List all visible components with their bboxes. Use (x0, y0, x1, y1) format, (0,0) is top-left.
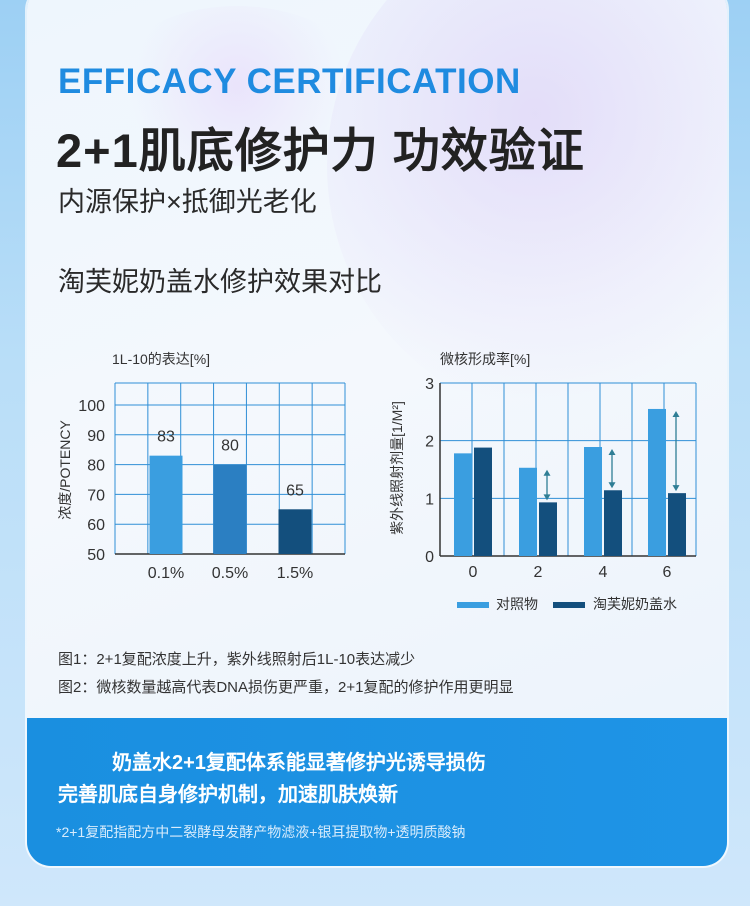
chart-2-bar-product-0 (474, 447, 492, 556)
chart-2-arrowhead-up (672, 410, 680, 417)
subtitle: 内源保护×抵御光老化 (58, 187, 317, 217)
chart-2-legend-label-control: 对照物 (496, 596, 538, 612)
chart-2-legend-swatch-product (553, 602, 585, 608)
chart-1-bar-1.5% (278, 509, 312, 554)
chart-1-x-tick-label: 1.5% (277, 565, 313, 582)
background-glow (107, 6, 367, 166)
chart-2-x-tick-label: 0 (469, 564, 478, 581)
chart-1-data-label: 83 (157, 429, 175, 446)
chart-2-bar-product-2 (539, 502, 557, 556)
chart-2-y-tick-label: 0 (425, 549, 434, 566)
chart-2-legend-swatch-control (457, 602, 489, 608)
chart-2-title: 微核形成率[%] (440, 351, 530, 367)
banner-line-1: 奶盖水2+1复配体系能显著修护光诱导损伤 (112, 752, 486, 774)
chart-2-bar-control-2 (519, 467, 537, 556)
headline-english: EFFICACY CERTIFICATION (58, 62, 521, 101)
chart-2-bar-product-6 (668, 493, 686, 556)
chart-2-arrowhead-down (672, 485, 680, 492)
chart-2-arrowhead-up (608, 449, 616, 456)
chart-2-bar-control-4 (584, 447, 602, 556)
chart-1-y-axis-label: 浓度/POTENCY (57, 420, 73, 520)
chart-1-y-tick-label: 90 (87, 428, 105, 445)
banner-line-2: 完善肌底自身修护机制，加速肌肤焕新 (58, 784, 398, 806)
chart-2-bar-control-6 (648, 408, 666, 556)
chart-2-legend-label-product: 淘芙妮奶盖水 (593, 596, 677, 612)
chart-1-y-tick-label: 70 (87, 487, 105, 504)
chart-1-data-label: 80 (221, 438, 239, 455)
comparison-title: 淘芙妮奶盖水修护效果对比 (58, 267, 382, 297)
chart-1-title: 1L-10的表达[%] (112, 351, 210, 367)
chart-2-y-tick-label: 3 (425, 376, 434, 393)
chart-1-y-tick-label: 50 (87, 547, 105, 564)
chart-2-y-tick-label: 1 (425, 491, 434, 508)
chart-2-y-axis-label: 紫外线照射剂量[1/M²] (389, 401, 405, 535)
chart-1-bar-0.5% (213, 464, 247, 554)
chart-1-y-tick-label: 60 (87, 517, 105, 534)
caption-figure-2: 图2：微核数量越高代表DNA损伤更严重，2+1复配的修护作用更明显 (58, 679, 514, 696)
chart-2-x-tick-label: 4 (599, 564, 608, 581)
chart-1-y-tick-label: 100 (78, 398, 105, 415)
footnote: *2+1复配指配方中二裂酵母发酵产物滤液+银耳提取物+透明质酸钠 (56, 824, 466, 840)
chart-2-arrowhead-down (543, 494, 551, 501)
chart-2-bar-product-4 (604, 490, 622, 556)
chart-2-bar-control-0 (454, 453, 472, 556)
chart-2-x-tick-label: 6 (663, 564, 672, 581)
headline-chinese: 2+1肌底修护力 功效验证 (56, 124, 585, 177)
chart-1-y-tick-label: 80 (87, 458, 105, 475)
chart-2-x-tick-label: 2 (534, 564, 543, 581)
chart-1-bar-0.1% (149, 455, 183, 554)
summary-banner (27, 718, 727, 866)
chart-2-y-tick-label: 2 (425, 434, 434, 451)
chart-2-arrowhead-up (543, 469, 551, 476)
chart-1-x-tick-label: 0.1% (148, 565, 184, 582)
chart-1-x-tick-label: 0.5% (212, 565, 248, 582)
caption-figure-1: 图1：2+1复配浓度上升，紫外线照射后1L-10表达减少 (58, 651, 416, 668)
chart-2-arrowhead-down (608, 482, 616, 489)
chart-1-data-label: 65 (286, 482, 304, 499)
